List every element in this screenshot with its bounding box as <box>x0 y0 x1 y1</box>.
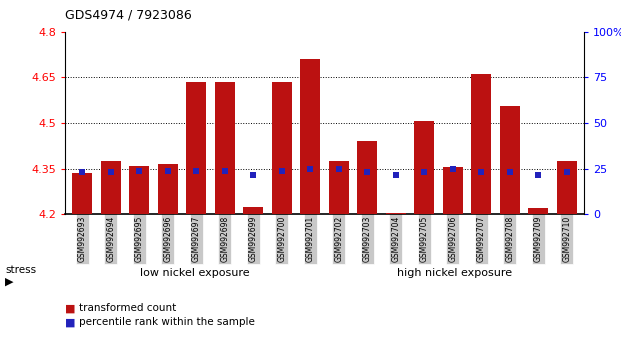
Text: transformed count: transformed count <box>79 303 177 313</box>
Bar <box>101 161 120 214</box>
Bar <box>186 82 206 214</box>
Bar <box>72 173 93 214</box>
Bar <box>329 161 348 214</box>
Bar <box>414 121 434 214</box>
Bar <box>272 82 292 214</box>
Bar <box>301 59 320 214</box>
Text: GDS4974 / 7923086: GDS4974 / 7923086 <box>65 9 192 22</box>
Text: high nickel exposure: high nickel exposure <box>397 268 512 279</box>
Bar <box>386 213 406 214</box>
Bar <box>556 161 577 214</box>
Text: ▶: ▶ <box>5 276 14 286</box>
Bar <box>500 106 520 214</box>
Text: percentile rank within the sample: percentile rank within the sample <box>79 318 255 327</box>
Bar <box>129 166 149 214</box>
Bar <box>243 207 263 214</box>
Text: stress: stress <box>5 265 36 275</box>
Text: low nickel exposure: low nickel exposure <box>140 268 250 279</box>
Bar <box>158 164 178 214</box>
Bar <box>528 208 548 214</box>
Bar <box>215 82 235 214</box>
Bar <box>357 141 377 214</box>
Text: ■: ■ <box>65 318 76 327</box>
Bar <box>471 74 491 214</box>
Text: ■: ■ <box>65 303 76 313</box>
Bar <box>443 167 463 214</box>
